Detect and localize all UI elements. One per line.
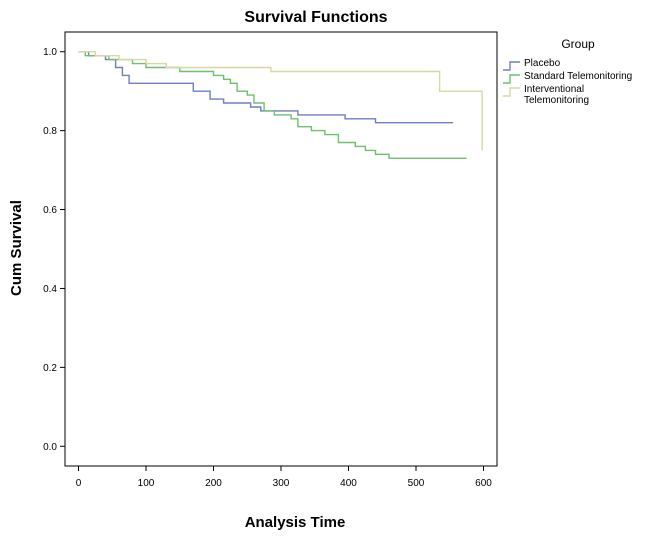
x-tick-label: 500 — [408, 478, 425, 489]
legend-label: Interventional — [524, 84, 584, 95]
legend-title: Group — [561, 37, 595, 51]
x-tick-label: 200 — [205, 478, 222, 489]
x-tick-label: 0 — [76, 478, 82, 489]
legend: Group Placebo Standard Telemonitoring Inte… — [503, 37, 632, 106]
x-axis-label: Analysis Time — [245, 514, 346, 531]
x-tick-label: 300 — [273, 478, 290, 489]
y-axis-label: Cum Survival — [8, 200, 25, 296]
y-tick-label: 0.8 — [43, 126, 57, 137]
legend-label: Standard Telemonitoring — [524, 71, 632, 82]
legend-swatch — [503, 87, 520, 97]
y-tick-label: 0.2 — [43, 363, 57, 374]
y-tick-label: 0.6 — [43, 205, 57, 216]
series-line-placebo — [78, 51, 454, 124]
x-tick-label: 100 — [138, 478, 155, 489]
series-line-standard-telemonitoring — [78, 51, 467, 159]
x-axis: 0 100 200 300 400 500 600 — [76, 466, 492, 489]
x-tick-label: 600 — [475, 478, 492, 489]
y-tick-label: 0.0 — [43, 442, 57, 453]
series-line-interventional-telemonitoring — [78, 51, 483, 151]
legend-swatch — [503, 61, 520, 71]
legend-item-standard-telemonitoring: Standard Telemonitoring — [503, 71, 632, 84]
legend-swatch — [503, 74, 520, 84]
x-tick-label: 400 — [340, 478, 357, 489]
y-axis: 0.0 0.2 0.4 0.6 0.8 1.0 — [43, 47, 65, 453]
plot-frame — [64, 31, 498, 467]
legend-item-placebo: Placebo — [503, 58, 561, 71]
legend-label: Telemonitoring — [524, 95, 589, 106]
series-layer — [78, 51, 483, 159]
legend-label: Placebo — [524, 58, 561, 69]
y-tick-label: 1.0 — [43, 47, 57, 58]
y-tick-label: 0.4 — [43, 284, 57, 295]
chart-title: Survival Functions — [244, 9, 387, 26]
